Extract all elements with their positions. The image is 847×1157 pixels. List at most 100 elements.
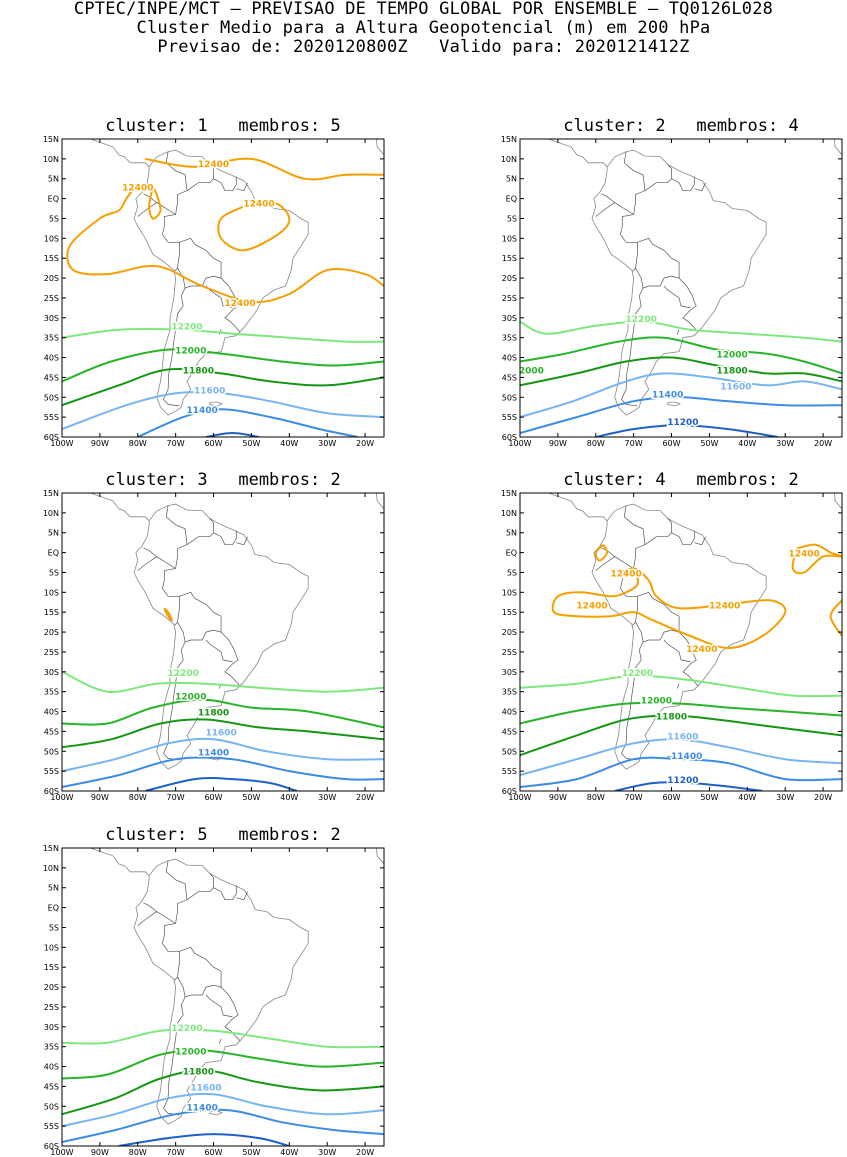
map-frame	[61, 492, 385, 792]
lat-tick-label: 15N	[43, 489, 59, 498]
lon-tick-label: 100W	[50, 1148, 73, 1157]
lat-tick-label: 60S	[502, 787, 517, 796]
lon-tick-label: 50W	[700, 439, 718, 448]
lat-tick-label: 5S	[49, 569, 59, 578]
lat-tick-label: 60S	[502, 433, 517, 442]
lat-tick-label: EQ	[506, 549, 517, 558]
contour-11400	[520, 756, 842, 788]
contour-label-11800: 11800	[183, 367, 214, 377]
lon-tick-label: 40W	[280, 793, 298, 802]
contour-11200	[614, 781, 763, 791]
lat-tick-label: 35S	[44, 688, 59, 697]
panel-title: cluster: 5 membros: 2	[105, 825, 340, 845]
lat-tick-label: 30S	[44, 668, 59, 677]
lat-tick-label: 55S	[44, 767, 59, 776]
lat-tick-label: 25S	[44, 294, 59, 303]
lon-tick-label: 50W	[242, 1148, 260, 1157]
lon-tick-label: 90W	[91, 793, 109, 802]
map-content: 12200 12000 11800 11600 11400	[62, 808, 384, 1146]
lon-tick-label: 20W	[356, 1148, 374, 1157]
lon-tick-label: 60W	[204, 1148, 222, 1157]
contour-label-12400: 12400	[610, 570, 641, 580]
contour-12000	[62, 348, 384, 383]
country-border	[635, 267, 680, 289]
country-border	[177, 621, 222, 643]
lat-tick-label: 10S	[44, 588, 59, 597]
contour-11200	[118, 1133, 290, 1146]
map-content: 12400 12400 12400 12400 12400 12200 12000 11800…	[520, 493, 842, 791]
lat-tick-label: 15N	[501, 489, 517, 498]
coastline	[547, 493, 608, 522]
contour-label-12200: 12200	[626, 315, 657, 325]
coastline	[209, 401, 223, 407]
contour-label-12200: 12200	[168, 669, 199, 679]
contour-11600	[62, 391, 384, 431]
coastline	[520, 99, 531, 115]
lat-tick-label: 5S	[49, 215, 59, 224]
map-frame	[61, 847, 385, 1147]
contour-11400	[62, 1108, 384, 1143]
country-border	[137, 202, 157, 217]
contour-11800	[62, 1069, 384, 1116]
lon-tick-label: 90W	[91, 439, 109, 448]
contour-label-11400: 11400	[187, 1103, 218, 1113]
lat-tick-label: 5N	[48, 529, 59, 538]
lon-tick-label: 80W	[587, 793, 605, 802]
contour-label-11600: 11600	[667, 732, 698, 742]
coastline	[62, 808, 73, 824]
map-content: 12200 12000 11800 11600 11400	[62, 493, 384, 791]
lat-tick-label: 25S	[502, 648, 517, 657]
lat-tick-label: 35S	[44, 1043, 59, 1052]
lat-tick-label: 5N	[506, 529, 517, 538]
lon-tick-label: 20W	[814, 439, 832, 448]
map-frame	[519, 138, 843, 438]
contour-12200	[520, 320, 842, 343]
coastline	[834, 139, 842, 156]
lat-tick-label: 60S	[44, 1142, 59, 1151]
header-line-1: CPTEC/INPE/MCT – PREVISAO DE TEMPO GLOBA…	[73, 0, 774, 19]
lon-tick-label: 70W	[167, 1148, 185, 1157]
lat-tick-label: EQ	[48, 549, 59, 558]
coastline	[133, 858, 309, 1125]
contour-12400	[217, 201, 291, 252]
lon-tick-label: 60W	[662, 793, 680, 802]
coastline	[89, 848, 150, 877]
country-border	[177, 976, 222, 998]
contour-11600	[520, 372, 842, 419]
country-border	[213, 176, 237, 192]
lat-tick-label: 40S	[502, 354, 517, 363]
contour-12400	[594, 543, 609, 562]
contour-12400	[148, 186, 162, 220]
country-border	[595, 556, 615, 571]
contour-label-12200: 12200	[622, 669, 653, 679]
contour-label-12400: 12400	[709, 601, 740, 611]
lat-tick-label: 55S	[502, 413, 517, 422]
contour-12200	[62, 670, 384, 693]
lat-tick-label: 25S	[44, 648, 59, 657]
panel-title: cluster: 2 membros: 4	[563, 116, 798, 136]
country-border	[137, 911, 157, 926]
lon-tick-label: 40W	[280, 1148, 298, 1157]
lat-tick-label: 15S	[44, 608, 59, 617]
lat-tick-label: 10S	[44, 943, 59, 952]
panel-title: cluster: 3 membros: 2	[105, 470, 340, 490]
lat-tick-label: 10S	[44, 234, 59, 243]
country-border	[162, 151, 241, 332]
country-border	[236, 182, 248, 192]
country-border	[177, 267, 222, 289]
country-border	[671, 530, 695, 546]
contour-label-12400: 12400	[788, 550, 819, 560]
contour-11200	[205, 431, 260, 437]
country-border	[205, 639, 233, 663]
lon-tick-label: 90W	[91, 1148, 109, 1157]
lon-tick-label: 80W	[129, 793, 147, 802]
lat-tick-label: 45S	[44, 1082, 59, 1091]
contour-label-11400: 11400	[198, 748, 229, 758]
country-border	[663, 639, 691, 663]
lat-tick-label: 15S	[502, 254, 517, 263]
lon-tick-label: 50W	[242, 439, 260, 448]
country-border	[174, 951, 180, 981]
country-border	[162, 505, 241, 686]
map-panel-2: cluster: 2 membros: 4 12200 12000 2000 11800…	[501, 99, 843, 448]
contour-12000	[520, 336, 842, 375]
